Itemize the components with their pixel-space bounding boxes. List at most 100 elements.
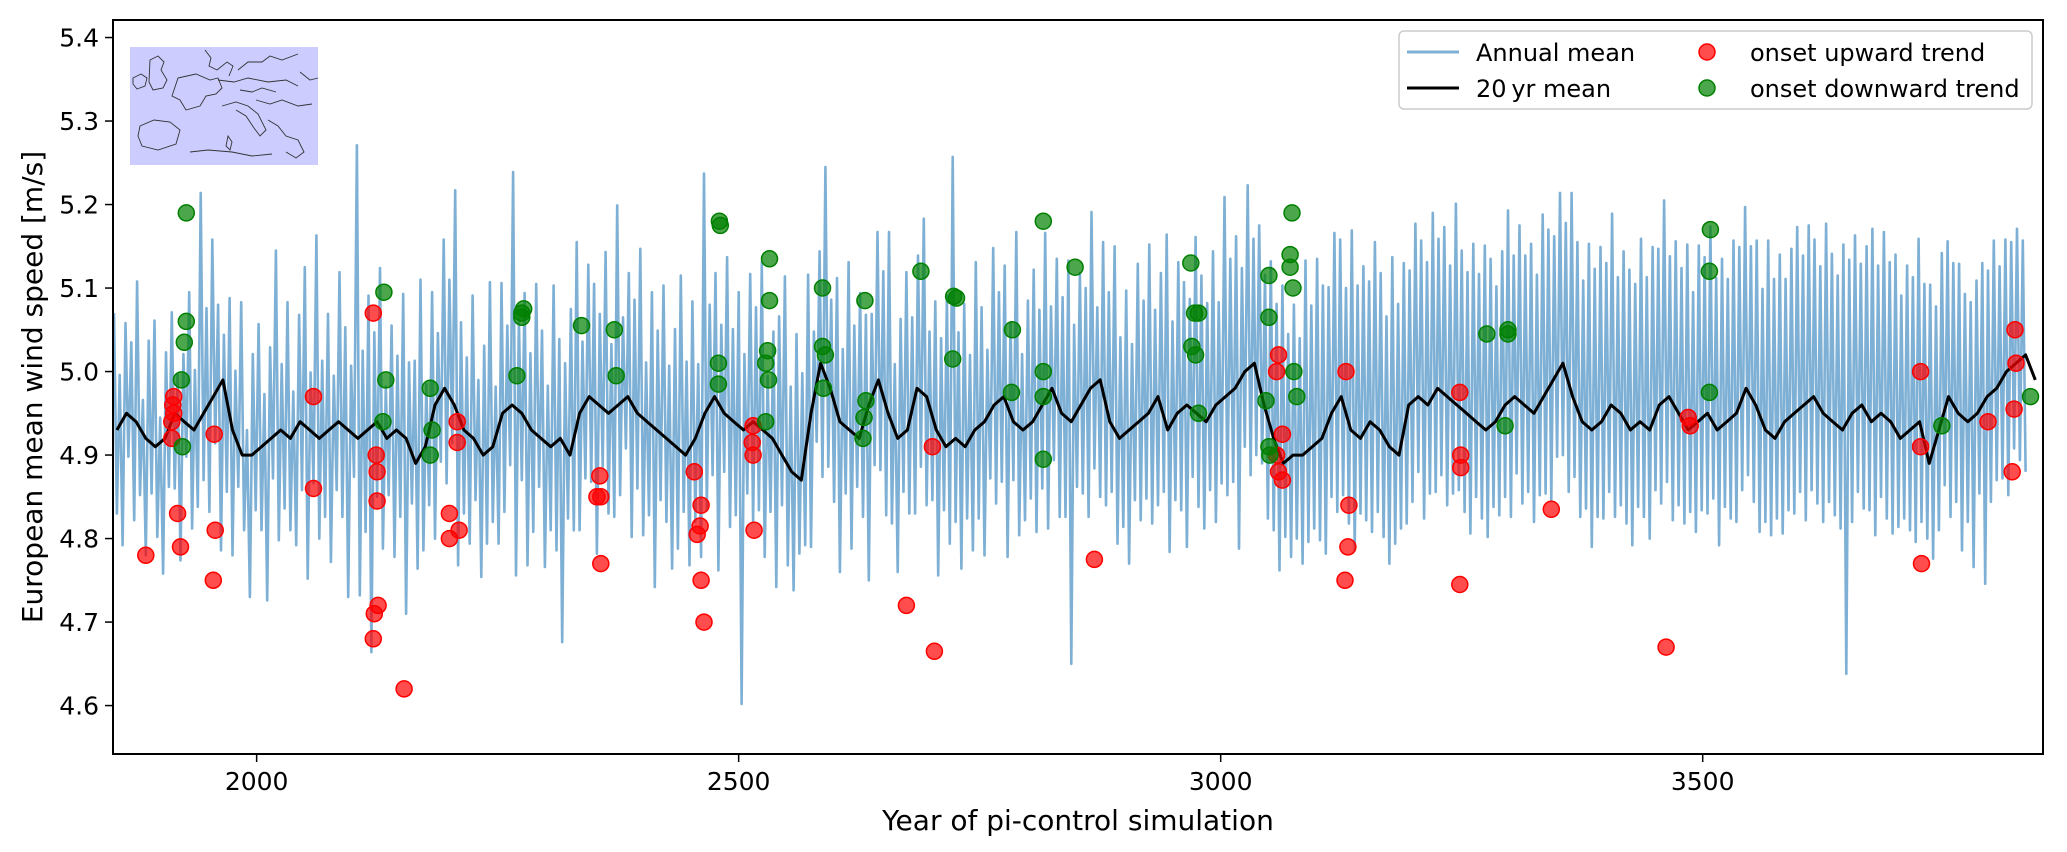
upward-trend-marker bbox=[368, 463, 386, 481]
downward-trend-marker bbox=[1066, 258, 1084, 276]
downward-trend-marker bbox=[711, 216, 730, 235]
downward-trend-marker bbox=[756, 412, 775, 431]
downward-trend-marker bbox=[177, 312, 196, 331]
upward-trend-marker bbox=[695, 613, 713, 631]
downward-trend-marker bbox=[1257, 392, 1275, 410]
downward-trend-marker bbox=[1285, 362, 1303, 381]
twenty-year-mean-line bbox=[115, 353, 2037, 482]
downward-trend-marker bbox=[605, 321, 624, 339]
upward-trend-marker bbox=[205, 425, 223, 443]
downward-trend-marker bbox=[377, 371, 395, 389]
x-tick-label: 3000 bbox=[1189, 767, 1253, 796]
europe-map-inset bbox=[130, 47, 319, 165]
upward-trend-marker bbox=[592, 554, 610, 573]
y-tick-label: 5.3 bbox=[59, 107, 99, 136]
y-tick-label: 5.0 bbox=[59, 358, 99, 387]
downward-trend-marker bbox=[513, 308, 531, 327]
legend-upward-marker bbox=[1698, 43, 1716, 61]
upward-trend-marker bbox=[367, 446, 385, 464]
upward-trend-marker bbox=[1979, 412, 1997, 431]
upward-trend-marker bbox=[137, 546, 155, 565]
downward-trend-marker bbox=[1182, 254, 1200, 272]
upward-trend-marker bbox=[2005, 400, 2023, 418]
downward-trend-marker bbox=[855, 408, 873, 427]
downward-trend-marker bbox=[1261, 446, 1279, 464]
upward-trend-marker bbox=[1911, 362, 1930, 381]
legend-downward-label: onset downward trend bbox=[1750, 75, 2020, 103]
downward-trend-marker bbox=[1933, 417, 1951, 435]
upward-trend-marker bbox=[744, 446, 762, 464]
upward-trend-marker bbox=[204, 571, 223, 590]
x-axis: 2000 2500 3000 3500 bbox=[225, 754, 1735, 796]
legend-annual-mean-label: Annual mean bbox=[1476, 39, 1635, 67]
upward-trend-marker bbox=[448, 433, 466, 452]
downward-trend-marker bbox=[709, 354, 728, 372]
downward-trend-marker bbox=[1034, 450, 1053, 468]
upward-trend-marker bbox=[1451, 383, 1469, 402]
upward-trend-marker bbox=[897, 596, 916, 615]
downward-trend-marker bbox=[421, 379, 439, 398]
upward-trend-marker bbox=[1911, 437, 1930, 456]
upward-trend-marker bbox=[171, 538, 190, 556]
upward-trend-marker bbox=[1681, 417, 1699, 435]
upward-trend-marker bbox=[925, 642, 944, 661]
upward-trend-marker bbox=[2003, 463, 2021, 481]
upward-trend-marker bbox=[1336, 571, 1354, 590]
upward-trend-marker bbox=[692, 496, 710, 514]
downward-trend-marker bbox=[375, 283, 393, 301]
downward-trend-marker bbox=[1700, 262, 1719, 281]
upward-trend-marker bbox=[1451, 575, 1469, 594]
downward-trend-marker bbox=[816, 346, 835, 364]
upward-trend-marker bbox=[1085, 550, 1104, 569]
downward-trend-marker bbox=[1478, 325, 1496, 343]
upward-trend-marker bbox=[365, 604, 384, 623]
y-axis-label: European mean wind speed [m/s] bbox=[16, 151, 49, 623]
upward-trend-marker bbox=[692, 571, 710, 590]
downward-trend-marker bbox=[1260, 308, 1278, 327]
y-tick-label: 5.2 bbox=[59, 191, 99, 220]
upward-trend-marker bbox=[450, 521, 468, 539]
downward-trend-marker bbox=[1281, 258, 1299, 276]
legend-downward-marker bbox=[1698, 79, 1716, 97]
upward-trend-marker bbox=[1339, 538, 1357, 556]
upward-trend-marker bbox=[1269, 346, 1288, 364]
upward-trend-marker bbox=[304, 479, 323, 498]
upward-trend-marker bbox=[1542, 500, 1561, 519]
upward-trend-marker bbox=[1912, 554, 1931, 573]
y-tick-label: 4.6 bbox=[59, 692, 99, 721]
downward-trend-marker bbox=[423, 421, 441, 439]
upward-trend-marker bbox=[364, 630, 383, 648]
downward-trend-marker bbox=[172, 371, 191, 389]
upward-trend-marker bbox=[1267, 362, 1286, 381]
upward-trend-marker bbox=[304, 387, 323, 406]
downward-trend-marker bbox=[947, 289, 966, 307]
map-region-fill bbox=[130, 47, 318, 165]
upward-trend-marker bbox=[364, 304, 383, 322]
upward-trend-marker bbox=[745, 521, 763, 539]
legend: Annual mean 20 yr mean onset upward tren… bbox=[1398, 30, 2033, 110]
downward-trend-marker bbox=[1700, 383, 1719, 402]
downward-trend-marker bbox=[912, 262, 930, 281]
upward-trend-marker bbox=[2007, 354, 2025, 372]
upward-trend-marker bbox=[1340, 496, 1358, 514]
upward-trend-marker bbox=[440, 504, 459, 523]
x-tick-label: 3500 bbox=[1671, 767, 1735, 796]
downward-trend-marker bbox=[1189, 304, 1208, 322]
upward-trend-marker bbox=[1337, 362, 1355, 381]
downward-trend-marker bbox=[709, 375, 728, 393]
upward-trend-marker bbox=[163, 412, 181, 431]
downward-trend-marker bbox=[2021, 387, 2040, 406]
downward-trend-marker bbox=[607, 366, 625, 385]
upward-trend-marker bbox=[1451, 458, 1470, 477]
downward-trend-marker bbox=[854, 429, 872, 448]
downward-trend-marker bbox=[760, 291, 779, 310]
downward-trend-marker bbox=[1283, 204, 1301, 222]
downward-trend-marker bbox=[1034, 362, 1053, 381]
upward-trend-marker bbox=[395, 680, 413, 698]
upward-trend-marker bbox=[685, 463, 704, 481]
upward-trend-marker bbox=[2006, 321, 2024, 339]
downward-trend-marker bbox=[759, 371, 778, 389]
downward-trend-marker bbox=[1189, 404, 1208, 423]
twenty-year-mean-series bbox=[115, 353, 2037, 482]
